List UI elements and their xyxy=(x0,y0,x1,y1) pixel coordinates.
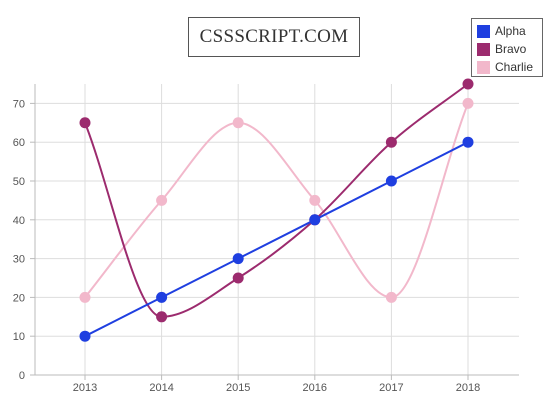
data-point-alpha-2017[interactable] xyxy=(385,175,397,187)
x-tick-label-2015: 2015 xyxy=(226,382,250,394)
y-tick-label-40: 40 xyxy=(13,215,25,227)
y-tick-label-30: 30 xyxy=(13,254,25,266)
series-line-charlie xyxy=(84,103,469,299)
x-tick-label-2013: 2013 xyxy=(73,382,97,394)
data-point-charlie-2017[interactable] xyxy=(385,291,397,303)
y-tick-label-70: 70 xyxy=(13,98,25,110)
legend-item-charlie[interactable]: Charlie xyxy=(477,58,542,76)
data-point-bravo-2017[interactable] xyxy=(385,136,397,148)
data-point-alpha-2016[interactable] xyxy=(309,214,321,226)
axes: 0 10 20 30 40 50 60 70 2013 2014 2015 2016 2017 2018 xyxy=(13,84,519,394)
legend-swatch-charlie xyxy=(477,60,490,74)
y-tick-label-20: 20 xyxy=(13,292,25,304)
x-tick-label-2017: 2017 xyxy=(379,382,403,394)
y-tick-label-60: 60 xyxy=(13,137,25,149)
series-line-alpha xyxy=(84,141,469,338)
legend-label-alpha: Alpha xyxy=(495,24,526,38)
chart-title: CSSSCRIPT.COM xyxy=(199,26,349,47)
data-point-alpha-2014[interactable] xyxy=(156,291,168,303)
data-point-charlie-2016[interactable] xyxy=(309,194,321,206)
x-tick-label-2018: 2018 xyxy=(456,382,480,394)
data-points xyxy=(79,78,474,342)
data-point-bravo-2018[interactable] xyxy=(462,78,474,90)
x-tick-label-2014: 2014 xyxy=(149,382,173,394)
data-point-charlie-2014[interactable] xyxy=(156,194,168,206)
chart-title-box: CSSSCRIPT.COM xyxy=(188,17,360,57)
data-point-alpha-2015[interactable] xyxy=(232,253,244,265)
legend-item-alpha[interactable]: Alpha xyxy=(477,22,542,40)
data-point-alpha-2018[interactable] xyxy=(462,136,474,148)
legend-swatch-bravo xyxy=(477,42,490,56)
data-point-charlie-2015[interactable] xyxy=(232,117,244,129)
data-point-bravo-2015[interactable] xyxy=(232,272,244,284)
y-tick-label-50: 50 xyxy=(13,176,25,188)
grid-lines xyxy=(35,84,519,376)
series-lines xyxy=(84,83,469,338)
data-point-alpha-2013[interactable] xyxy=(79,330,91,342)
legend-label-charlie: Charlie xyxy=(495,60,534,74)
y-tick-label-0: 0 xyxy=(19,370,25,382)
legend-label-bravo: Bravo xyxy=(495,42,527,56)
data-point-charlie-2013[interactable] xyxy=(79,291,91,303)
y-tick-label-10: 10 xyxy=(13,331,25,343)
data-point-bravo-2014[interactable] xyxy=(156,311,168,323)
legend: Alpha Bravo Charlie xyxy=(471,18,543,77)
legend-item-bravo[interactable]: Bravo xyxy=(477,40,542,58)
x-tick-label-2016: 2016 xyxy=(303,382,327,394)
data-point-charlie-2018[interactable] xyxy=(462,97,474,109)
data-point-bravo-2013[interactable] xyxy=(79,117,91,129)
series-line-bravo xyxy=(84,83,469,318)
legend-swatch-alpha xyxy=(477,24,490,38)
